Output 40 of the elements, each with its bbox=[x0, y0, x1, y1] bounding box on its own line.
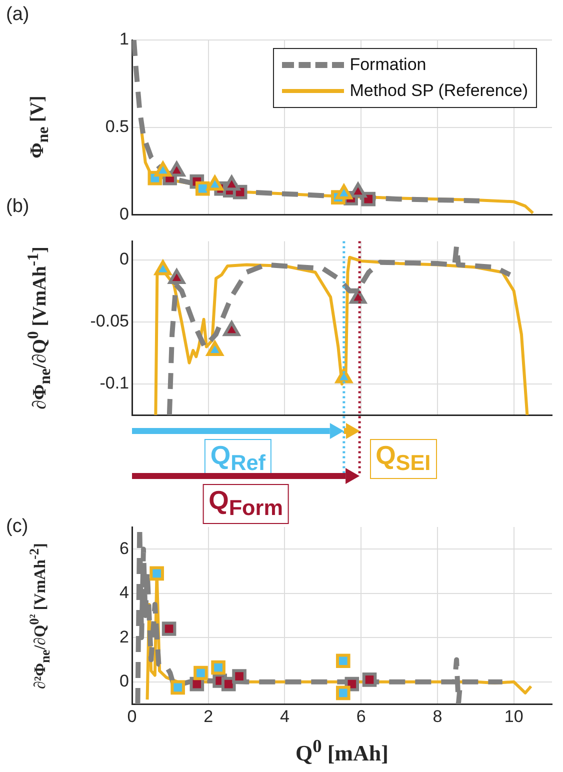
y-tick-label: 0 bbox=[120, 204, 129, 224]
x-tick-label: 10 bbox=[504, 706, 524, 726]
point bbox=[350, 288, 366, 304]
point bbox=[194, 666, 208, 680]
y-tick-label: 0.5 bbox=[105, 117, 129, 136]
x-tick-label: 2 bbox=[204, 706, 214, 726]
point bbox=[206, 340, 224, 356]
y-tick-label: 0 bbox=[120, 250, 129, 269]
point bbox=[162, 622, 176, 636]
point bbox=[335, 368, 352, 384]
y-tick-label: -0.05 bbox=[90, 312, 129, 331]
y-tick-label: -0.1 bbox=[100, 374, 129, 393]
y-tick-label: 0 bbox=[120, 672, 129, 691]
point bbox=[150, 566, 164, 581]
point bbox=[336, 686, 350, 700]
x-tick-label: 8 bbox=[432, 706, 442, 726]
y-tick-label: 2 bbox=[120, 627, 129, 646]
point bbox=[211, 660, 226, 675]
y-tick-label: 1 bbox=[120, 30, 129, 49]
point bbox=[154, 260, 172, 276]
x-axis-title: Q$^{0}$ [mAh] bbox=[296, 736, 388, 766]
chart-title: (a) bbox=[6, 4, 30, 26]
text: Q$_{Form}$ bbox=[202, 484, 289, 524]
legend-label: Formation bbox=[350, 55, 426, 75]
text: Q$_{SEI}$ bbox=[370, 439, 437, 480]
point bbox=[170, 680, 185, 695]
x-tick-label: 6 bbox=[356, 706, 366, 726]
point bbox=[223, 321, 240, 336]
chart-title: (b) bbox=[6, 196, 30, 218]
text: Q$_{Ref}$ bbox=[204, 439, 272, 480]
chart-title: (c) bbox=[6, 516, 28, 538]
y-tick-label: 4 bbox=[120, 583, 129, 602]
x-tick-label: 4 bbox=[280, 706, 290, 726]
point bbox=[232, 669, 246, 684]
point bbox=[336, 654, 350, 668]
y-tick-label: 6 bbox=[120, 538, 129, 558]
point bbox=[221, 676, 236, 692]
point bbox=[362, 672, 377, 687]
point bbox=[168, 268, 186, 284]
legend-label: Method SP (Reference) bbox=[350, 81, 528, 101]
